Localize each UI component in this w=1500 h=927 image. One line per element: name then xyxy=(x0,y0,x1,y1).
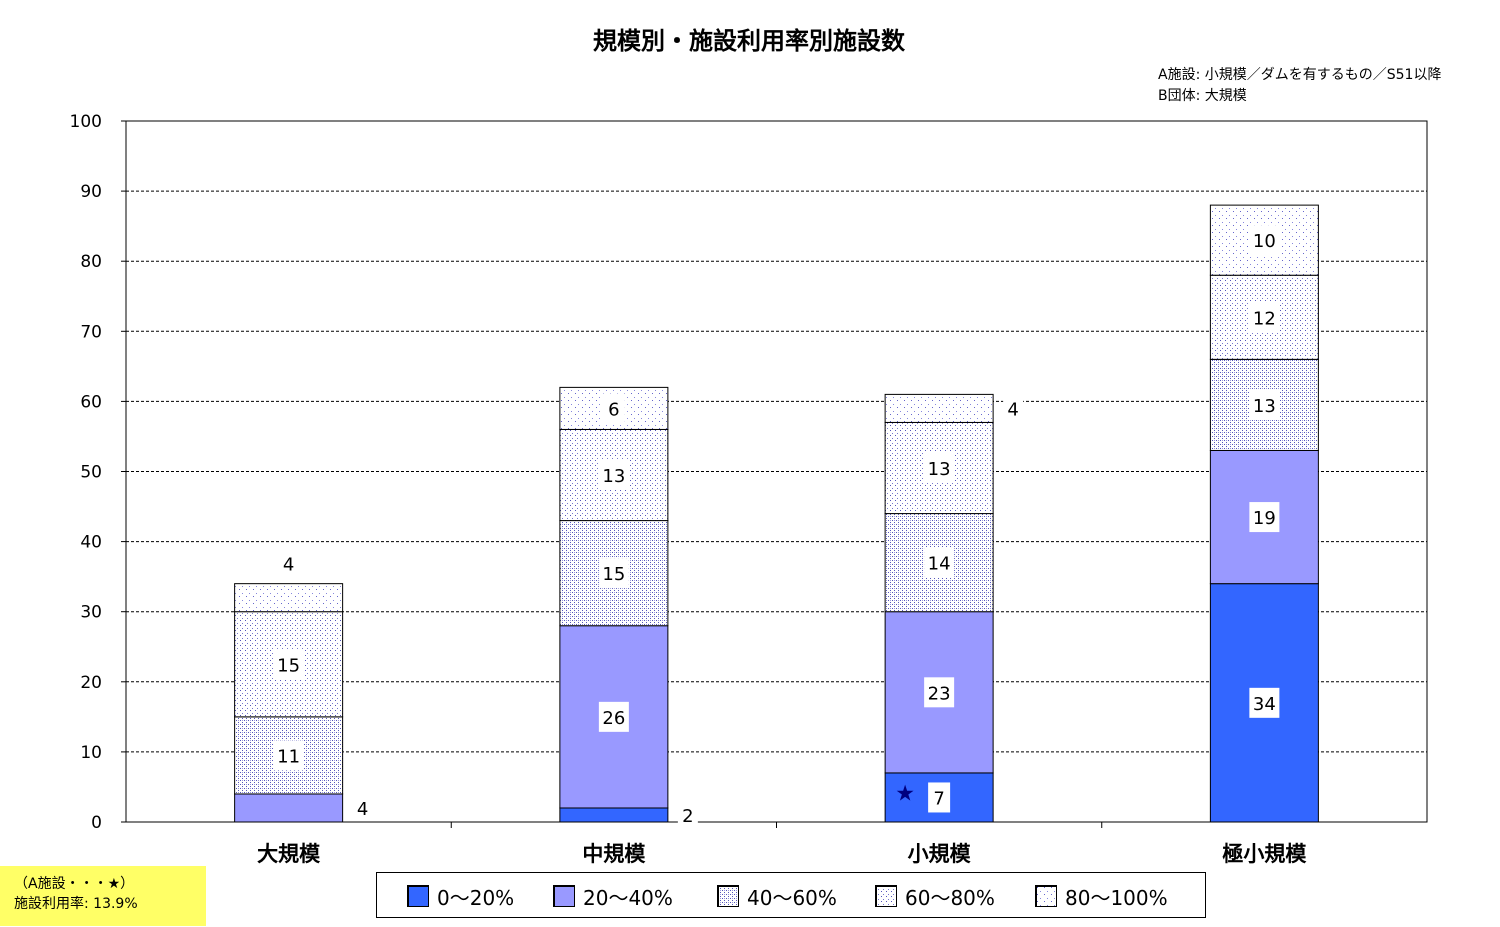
legend-swatch xyxy=(717,885,739,907)
legend-label: 20～40% xyxy=(583,885,673,910)
data-label: 13 xyxy=(928,459,951,480)
bars xyxy=(234,204,1319,823)
data-label-box xyxy=(598,460,629,491)
y-tick-label: 70 xyxy=(80,322,102,342)
data-label-box xyxy=(1249,389,1280,420)
legend-item: 0～20% xyxy=(407,883,515,910)
data-label-box xyxy=(1249,502,1280,533)
data-label-box xyxy=(1003,396,1024,421)
y-tick-label: 80 xyxy=(80,252,102,272)
legend-swatch xyxy=(407,885,429,907)
legend-label: 60～80% xyxy=(905,885,995,910)
y-tick-label: 10 xyxy=(80,743,102,763)
data-label-box xyxy=(1249,225,1280,256)
data-label: 15 xyxy=(602,564,625,585)
legend-label: 0～20% xyxy=(437,885,515,910)
data-label: 15 xyxy=(277,655,300,676)
data-label: 7 xyxy=(933,788,944,809)
axes: 0 10 20 30 40 50 60 70 80 90 100 大規模 中規模 小規模 極小規模 xyxy=(70,112,1308,866)
data-label: 13 xyxy=(1253,396,1276,417)
x-tick-label: 大規模 xyxy=(257,842,321,866)
data-label: 12 xyxy=(1253,308,1276,329)
data-label-box xyxy=(1249,687,1280,718)
data-label-box xyxy=(598,558,629,589)
annotation-box-line-1: （A施設・・・★） xyxy=(14,876,135,892)
data-label-box xyxy=(928,782,951,813)
bar-segment xyxy=(884,393,994,423)
data-label: 19 xyxy=(1253,508,1276,529)
data-label: 23 xyxy=(928,683,951,704)
data-label-box xyxy=(352,795,373,820)
note-line-1: A施設: 小規模／ダムを有するもの／S51以降 xyxy=(1158,67,1442,83)
data-label-box xyxy=(924,452,955,483)
y-tick-label: 40 xyxy=(80,533,102,553)
legend-item: 80～100% xyxy=(1035,883,1168,910)
data-label-box xyxy=(598,701,629,732)
data-label: 6 xyxy=(608,399,619,420)
x-tick-label: 小規模 xyxy=(908,842,972,866)
data-label: 34 xyxy=(1253,694,1276,715)
data-label: 2 xyxy=(682,806,693,827)
data-label-box xyxy=(924,677,955,708)
legend-label: 80～100% xyxy=(1065,885,1168,910)
bar-segment xyxy=(559,807,669,823)
data-label: 4 xyxy=(283,555,294,576)
bar-segment xyxy=(234,583,344,613)
y-tick-label: 30 xyxy=(80,603,102,623)
legend-item: 20～40% xyxy=(553,883,673,910)
y-tick-label: 60 xyxy=(80,392,102,412)
data-label-box xyxy=(1249,302,1280,333)
data-label: 4 xyxy=(1007,399,1018,420)
y-tick-label: 0 xyxy=(91,813,102,833)
chart-title: 規模別・施設利用率別施設数 xyxy=(593,27,906,55)
data-label-box xyxy=(278,551,299,576)
legend-swatch xyxy=(553,885,575,907)
star-marker: ★ xyxy=(895,781,915,806)
data-label-box xyxy=(273,740,304,771)
data-label: 4 xyxy=(357,799,368,820)
y-tick-label: 90 xyxy=(80,182,102,202)
note-line-2: B団体: 大規模 xyxy=(1158,88,1247,104)
data-label-box xyxy=(924,547,955,578)
legend-item: 60～80% xyxy=(875,883,995,910)
chart-legend: 0～20% 20～40% xyxy=(376,872,1206,918)
data-label: 14 xyxy=(928,554,951,575)
legend-swatch xyxy=(875,885,897,907)
x-tick-label: 中規模 xyxy=(582,842,646,866)
data-label-box xyxy=(677,802,698,827)
data-labels: 4 11 15 4 2 26 15 13 6 7 23 14 13 4 34 19 13 12 10 ★ xyxy=(273,225,1280,827)
x-tick-label: 極小規模 xyxy=(1222,842,1307,866)
annotation-box: （A施設・・・★） 施設利用率: 13.9% xyxy=(0,866,206,926)
data-label: 13 xyxy=(602,466,625,487)
legend-item: 40～60% xyxy=(717,883,837,910)
data-label: 26 xyxy=(602,708,625,729)
y-tick-label: 20 xyxy=(80,673,102,693)
annotation-box-line-2: 施設利用率: 13.9% xyxy=(14,896,138,912)
data-label: 10 xyxy=(1253,231,1276,252)
data-label: 11 xyxy=(277,746,300,767)
bar-segment xyxy=(234,793,344,823)
legend-label: 40～60% xyxy=(747,885,837,910)
data-label-box xyxy=(602,393,625,424)
y-tick-label: 100 xyxy=(70,112,102,132)
data-label-box xyxy=(273,649,304,680)
legend-swatch xyxy=(1035,885,1057,907)
y-tick-label: 50 xyxy=(80,463,102,483)
